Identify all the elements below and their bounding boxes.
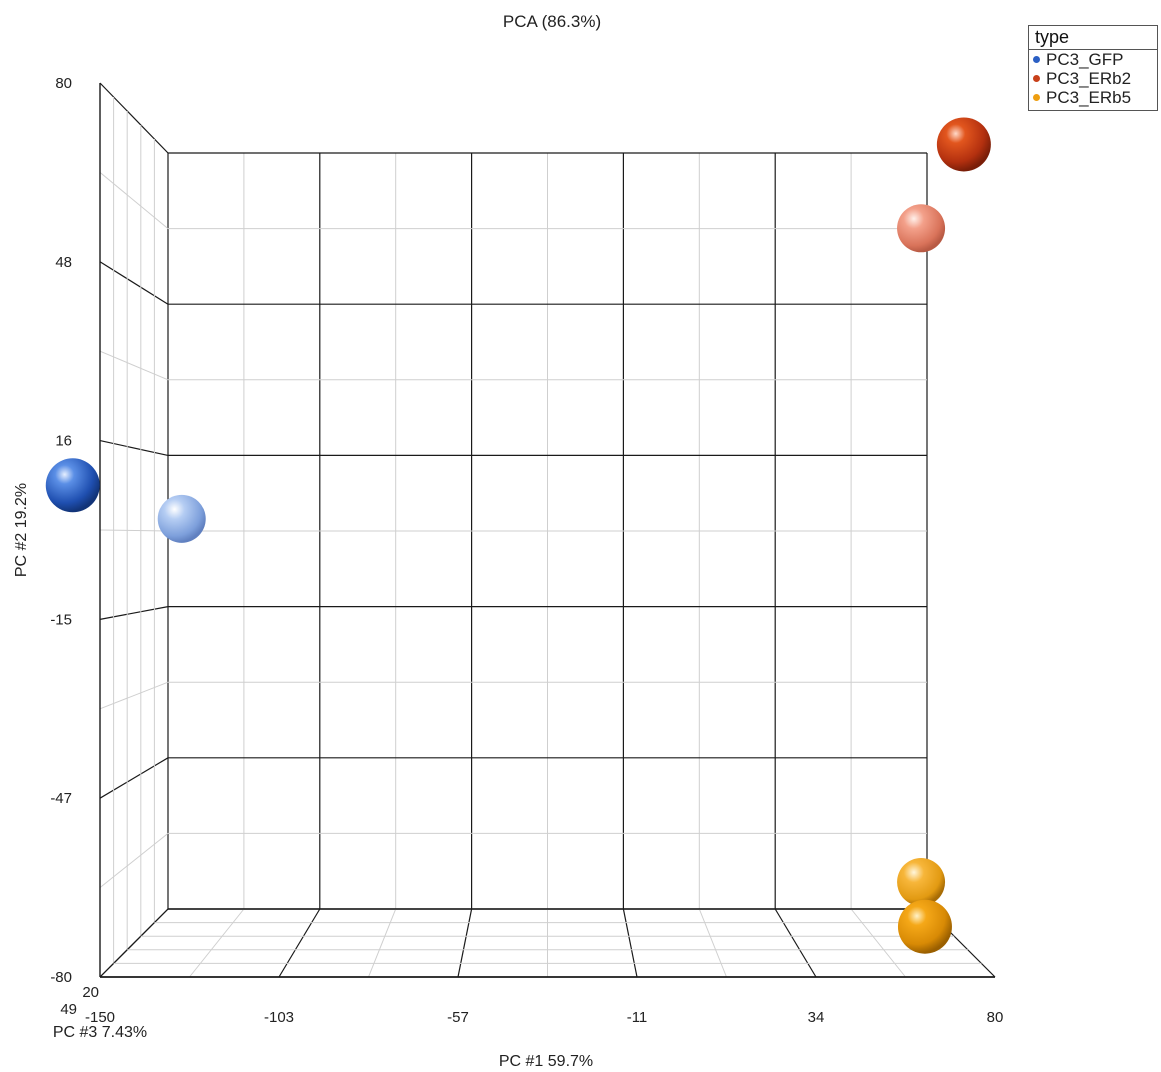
floor-depth-line	[774, 908, 817, 978]
legend-item-erb2: PC3_ERb2	[1029, 69, 1157, 88]
legend-dot-gfp	[1033, 56, 1040, 63]
side-wall-hline	[99, 606, 169, 620]
x-tick-label: -150	[85, 1009, 115, 1026]
floor-depth-line	[850, 908, 906, 978]
data-point-pc3-erb2	[936, 117, 991, 172]
side-wall-hline	[99, 350, 169, 381]
data-point-pc3-erb5	[897, 858, 946, 907]
y-tick-label: -15	[50, 611, 72, 628]
x-tick-label: 34	[808, 1009, 825, 1026]
y-tick-label: 48	[55, 254, 72, 271]
y-tick-label: -80	[50, 969, 72, 986]
text-layer: -150 -103 -57 -11 34 80 80 48 16 -15 -47 -80 49 20 PCA…	[13, 12, 1003, 1070]
floor-depth-line	[99, 908, 169, 978]
side-wall-hline	[99, 82, 169, 154]
legend-item-gfp: PC3_GFP	[1029, 50, 1157, 69]
points-layer	[45, 117, 991, 954]
legend-dot-erb5	[1033, 94, 1040, 101]
legend-label-gfp: PC3_GFP	[1046, 49, 1124, 69]
chart-title: PCA (86.3%)	[503, 12, 601, 31]
y-tick-label: 16	[55, 433, 72, 450]
data-point-pc3-erb5	[897, 899, 952, 954]
floor-depth-line	[278, 908, 321, 978]
side-wall-hline	[99, 757, 169, 799]
side-wall-hline	[99, 529, 169, 532]
legend-dot-erb2	[1033, 75, 1040, 82]
data-point-pc3-gfp	[45, 458, 100, 513]
legend-label-erb5: PC3_ERb5	[1046, 87, 1132, 107]
data-point-pc3-erb2	[897, 204, 946, 253]
floor-depth-line	[189, 908, 245, 978]
side-wall-hline	[99, 440, 169, 456]
data-point-pc3-gfp	[157, 494, 206, 543]
y-axis-label: PC #2 19.2%	[13, 483, 30, 577]
legend: type PC3_GFP PC3_ERb2 PC3_ERb5	[1028, 25, 1158, 111]
z-axis-label: PC #3 7.43%	[53, 1024, 147, 1041]
legend-label-erb2: PC3_ERb2	[1046, 68, 1132, 88]
floor-depth-line	[457, 908, 473, 978]
side-wall-hline	[99, 261, 169, 305]
x-axis-label: PC #1 59.7%	[499, 1053, 593, 1070]
legend-title: type	[1029, 26, 1157, 50]
side-wall-hline	[99, 833, 169, 888]
x-tick-label: -103	[264, 1009, 294, 1026]
y-tick-label: 80	[55, 75, 72, 92]
x-tick-label: 80	[987, 1009, 1004, 1026]
y-tick-label: -47	[50, 790, 72, 807]
legend-item-erb5: PC3_ERb5	[1029, 88, 1157, 107]
side-wall-hline	[99, 681, 169, 710]
side-wall-hline	[99, 172, 169, 229]
x-tick-label: -57	[447, 1009, 469, 1026]
grid-layer	[99, 82, 996, 978]
z-tick-label: 49	[60, 1001, 77, 1018]
x-tick-label: -11	[627, 1009, 648, 1026]
floor-depth-line	[698, 908, 727, 978]
floor-depth-line	[622, 908, 638, 978]
z-tick-label: 20	[82, 984, 99, 1001]
floor-depth-line	[368, 908, 397, 978]
